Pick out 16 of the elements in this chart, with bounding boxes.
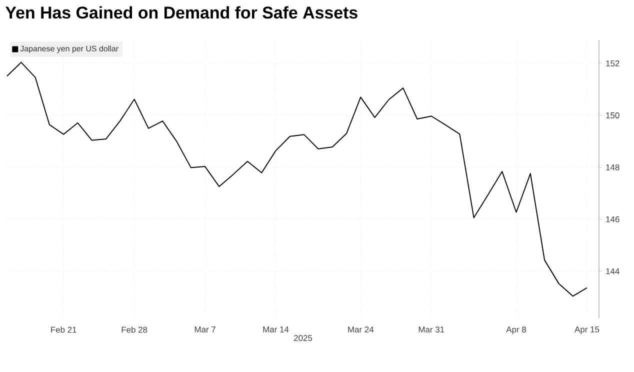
y-tick-label: 150 (606, 112, 620, 118)
line-series (6, 62, 588, 297)
y-tick-label: 152 (606, 60, 620, 66)
x-tick-label: Apr 15 (574, 326, 600, 334)
y-tick-label: 144 (606, 268, 620, 274)
x-tick-label: Feb 21 (51, 326, 76, 333)
x-tick-label: Feb 28 (122, 326, 148, 333)
y-tick-label: 146 (606, 216, 620, 222)
x-axis-title: 2025 (294, 335, 312, 342)
x-tick-label: Mar 31 (418, 326, 444, 333)
x-tick-label: Mar 14 (263, 326, 289, 332)
chart-title: Yen Has Gained on Demand for Safe Assets (5, 6, 358, 19)
y-tick-label: 148 (606, 164, 620, 170)
x-tick-label: Mar 7 (194, 326, 216, 332)
x-tick-label: Apr 8 (506, 326, 526, 334)
x-tick-label: Mar 24 (348, 326, 374, 333)
